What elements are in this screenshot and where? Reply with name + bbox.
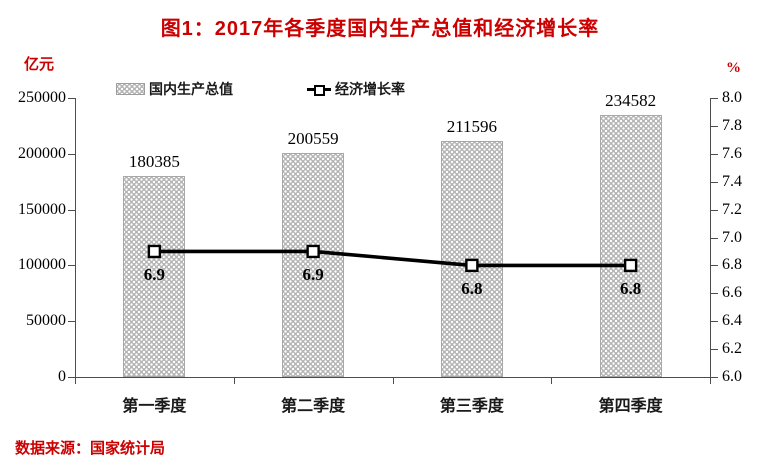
- legend-label-gdp: 国内生产总值: [149, 81, 233, 97]
- right-axis-tick-mark: [711, 153, 718, 155]
- right-axis-unit-label: %: [726, 60, 741, 76]
- right-axis-tick-mark: [711, 237, 718, 239]
- right-axis-tick-label: 6.4: [722, 312, 742, 330]
- right-axis-tick-label: 7.8: [722, 116, 742, 134]
- legend-item-gdp: 国内生产总值: [116, 81, 233, 97]
- source-note: 数据来源：国家统计局: [15, 440, 166, 457]
- right-axis-tick-mark: [711, 125, 718, 127]
- left-axis-unit-label: 亿元: [24, 56, 55, 73]
- legend-label-growth: 经济增长率: [335, 81, 405, 97]
- left-axis-tick-label: 150000: [18, 200, 66, 218]
- x-axis-tick-mark: [233, 378, 235, 384]
- gdp-bar: [440, 140, 503, 377]
- right-axis-tick-label: 6.2: [722, 340, 742, 358]
- right-axis-tick-label: 6.8: [722, 256, 742, 274]
- right-axis-line: [710, 98, 711, 377]
- left-axis-tick-mark: [68, 98, 75, 99]
- right-axis-tick-label: 6.0: [722, 368, 742, 385]
- left-axis-tick-label: 0: [58, 368, 66, 385]
- right-axis-tick-label: 8.0: [722, 89, 742, 106]
- right-axis-tick-label: 7.4: [722, 172, 742, 190]
- right-axis-tick-mark: [711, 349, 718, 351]
- right-axis-tick-mark: [711, 181, 718, 183]
- right-axis-tick-label: 7.6: [722, 144, 742, 162]
- left-axis-tick-mark: [68, 377, 75, 378]
- right-axis-tick-mark: [711, 293, 718, 295]
- left-axis-tick-label: 100000: [18, 256, 66, 274]
- right-axis-tick-mark: [711, 98, 718, 99]
- right-axis-tick-mark: [711, 209, 718, 211]
- gdp-bar-swatch-icon: [116, 83, 145, 95]
- left-axis-tick-mark: [68, 153, 75, 155]
- x-axis-tick-mark: [551, 378, 553, 384]
- right-axis-tick-label: 7.2: [722, 200, 742, 218]
- right-axis-tick-mark: [711, 377, 718, 378]
- x-axis-tick-mark: [75, 378, 76, 384]
- x-axis-line: [75, 377, 711, 378]
- left-axis-tick-label: 50000: [26, 312, 66, 330]
- right-axis-tick-mark: [711, 265, 718, 267]
- left-axis-tick-label: 200000: [18, 144, 66, 162]
- left-axis-tick-mark: [68, 209, 75, 211]
- legend-item-growth: 经济增长率: [307, 81, 405, 97]
- right-axis-tick-label: 7.0: [722, 228, 742, 246]
- gdp-bar: [123, 175, 186, 377]
- gdp-bar: [282, 153, 345, 377]
- x-axis-tick-mark: [392, 378, 394, 384]
- left-axis-tick-mark: [68, 321, 75, 323]
- left-axis-line: [75, 98, 76, 377]
- right-axis-tick-label: 6.6: [722, 284, 742, 302]
- growth-line-marker-icon: [307, 83, 331, 96]
- right-axis-tick-mark: [711, 321, 718, 323]
- chart-title: 图1：2017年各季度国内生产总值和经济增长率: [160, 18, 600, 40]
- left-axis-tick-label: 250000: [18, 89, 66, 106]
- left-axis-tick-mark: [68, 265, 75, 267]
- x-axis-tick-mark: [710, 378, 711, 384]
- gdp-bar: [599, 115, 662, 377]
